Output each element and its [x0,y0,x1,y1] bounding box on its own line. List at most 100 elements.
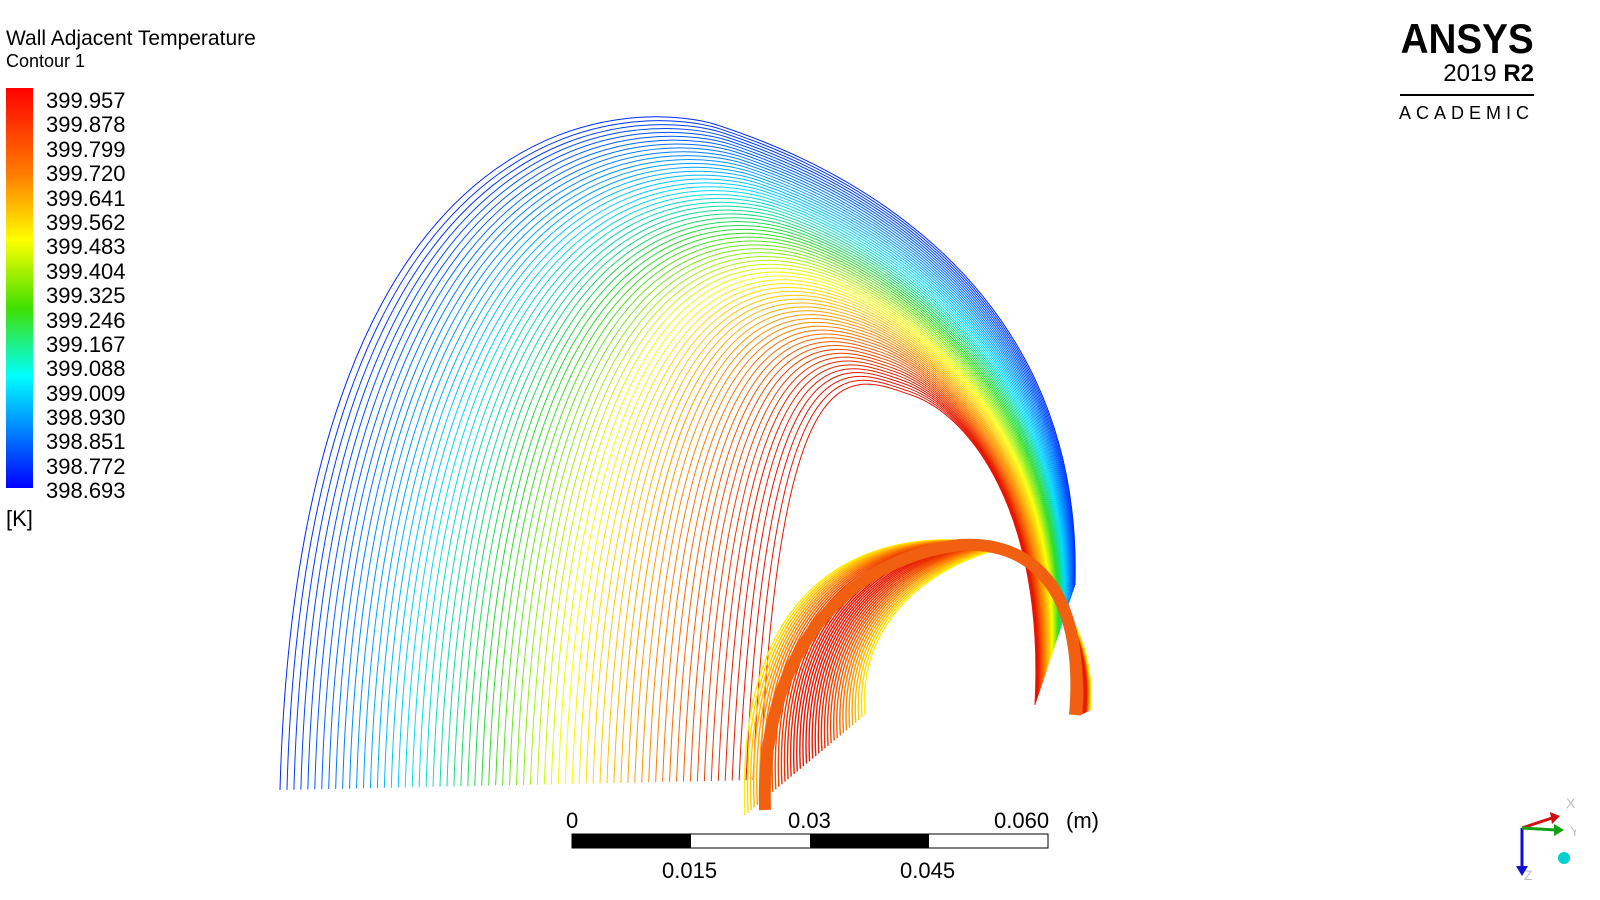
streamline-path [571,279,1052,784]
streamline-path [710,356,1041,782]
legend-value: 398.693 [46,478,126,504]
legend-value: 399.404 [46,258,126,284]
streamline-path [307,131,1074,790]
legend-unit: [K] [6,506,33,531]
scale-unit: (m) [1066,808,1099,833]
scale-label: 0 [566,808,579,833]
streamline-path [634,314,1047,783]
streamline-path [564,275,1053,785]
legend-value: 399.167 [46,331,126,357]
streamline-path [655,325,1045,783]
x-axis-icon [1521,816,1553,830]
scale-label: 0.060 [994,808,1050,833]
streamline-path [362,162,1069,789]
streamline-path [467,221,1060,787]
streamline-path [397,182,1066,788]
streamline-path [418,194,1064,788]
streamline-path [432,201,1063,787]
legend-value: 399.009 [46,380,126,406]
streamline-path [669,333,1044,782]
streamline-path [502,240,1058,786]
streamline-path [411,190,1065,788]
z-arrow-icon [1516,866,1528,876]
streamline-path [676,337,1044,782]
streamline-path [627,310,1047,783]
streamline-path [703,352,1041,782]
streamline-path [585,287,1051,784]
streamline-path [453,213,1062,787]
streamline-path [529,256,1055,785]
streamline-path [286,120,1075,790]
logo-release: R2 [1503,60,1534,87]
streamline-path [460,217,1061,787]
streamline-path [613,302,1049,784]
streamline-path [300,128,1074,790]
streamline-path [383,174,1067,788]
streamline-path [293,124,1075,790]
scale-label: 0.03 [788,808,831,833]
legend-value: 399.246 [46,307,126,333]
logo-edition: ACADEMIC [1398,103,1534,123]
axis-triad[interactable]: X Y Z [1466,770,1576,880]
ansys-logo: ANSYS 2019 R2 ACADEMIC [1389,18,1534,124]
streamline-path [509,244,1057,786]
legend-value: 399.325 [46,283,126,309]
streamline-path [599,294,1050,784]
streamline-path [328,143,1072,790]
streamline-path [425,197,1064,787]
streamline-path [314,135,1073,790]
scale-label: 0.045 [900,858,956,883]
legend-value: 399.562 [46,209,126,235]
x-axis-label: X [1566,795,1576,811]
legend-value: 399.641 [46,185,126,211]
logo-name: ANSYS [1400,15,1534,62]
legend-value: 399.957 [46,88,126,113]
y-axis-label: Y [1570,823,1576,839]
streamline-path [662,329,1045,783]
y-arrow-icon [1554,824,1564,836]
streamline-path [404,186,1066,788]
streamline-path [474,225,1060,786]
legend-value: 399.088 [46,356,126,382]
x-axis-line [1504,828,1522,852]
streamline-path [516,248,1057,786]
streamline-path [557,271,1053,785]
streamline-path [606,298,1049,784]
pipe-cross-section [758,538,1083,811]
legend-value: 399.799 [46,136,126,162]
streamline-path [495,236,1058,786]
legend-value: 398.772 [46,453,126,479]
legend-value: 398.851 [46,429,126,455]
legend-value: 399.483 [46,234,126,260]
streamline-path [550,267,1054,785]
streamline-path [543,263,1054,785]
streamline-path [439,205,1063,787]
logo-year: 2019 [1443,60,1497,87]
streamline-path [717,360,1040,781]
streamline-path [578,283,1051,784]
streamline-path [689,345,1042,782]
streamline-path [536,259,1055,785]
legend-title: Wall Adjacent Temperature [6,27,256,50]
legend-ticks: 399.957 399.878 399.799 399.720 399.641 … [46,88,126,504]
streamline-path [641,317,1046,783]
logo-divider [1400,94,1534,96]
streamline-path [369,166,1068,789]
scale-bar-segment [810,834,929,848]
streamline-path [481,228,1059,786]
legend-value: 398.930 [46,405,126,431]
streamline-path [446,209,1062,787]
x-arrow-icon [1550,812,1560,824]
streamline-path [759,383,1037,781]
legend-value: 399.720 [46,161,126,187]
scale-label: 0.015 [662,858,718,883]
streamline-path [696,348,1042,782]
logo-version: 2019 R2 [1389,60,1534,88]
streamline-path [356,159,1070,789]
streamline-path [349,155,1070,789]
legend-subtitle: Contour 1 [6,51,86,71]
streamline-path [376,170,1068,788]
streamline-path [682,341,1043,782]
streamline-path [335,147,1071,789]
